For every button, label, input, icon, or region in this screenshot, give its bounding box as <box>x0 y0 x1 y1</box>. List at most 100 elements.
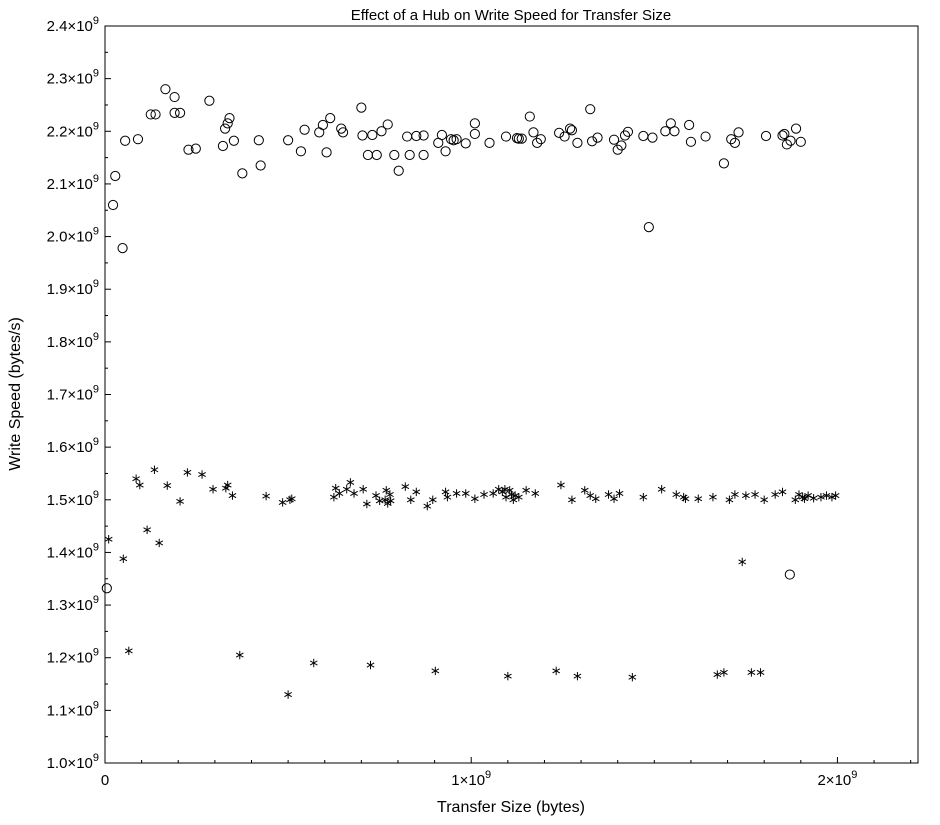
y-tick-label: 1.2×109 <box>47 647 99 667</box>
circle-point <box>554 127 565 138</box>
x-tick-label: 2×109 <box>817 769 857 789</box>
asterisk-point <box>657 485 666 494</box>
x-tick-label: 1×109 <box>451 769 491 789</box>
asterisk-point <box>514 492 523 502</box>
circle-point <box>418 149 429 161</box>
asterisk-point <box>135 480 144 490</box>
asterisk-point <box>143 525 152 534</box>
asterisk-point <box>423 501 432 511</box>
circle-point <box>524 111 535 122</box>
asterisk-point <box>489 489 498 498</box>
circle-point <box>145 109 156 120</box>
asterisk-point <box>228 491 237 500</box>
circle-point <box>660 126 671 137</box>
circle-point <box>411 130 422 142</box>
circle-point <box>669 126 680 137</box>
y-tick-label: 1.3×109 <box>47 594 99 614</box>
circle-point <box>404 149 415 161</box>
asterisk-point <box>372 491 380 500</box>
circle-point <box>592 132 603 143</box>
asterisk-point <box>235 650 244 660</box>
circle-point <box>513 133 524 144</box>
asterisk-point <box>502 492 510 502</box>
y-tick-label: 1.9×109 <box>47 278 99 298</box>
asterisk-point <box>331 484 340 493</box>
circle-point <box>418 130 429 141</box>
x-axis-title: Transfer Size (bytes) <box>437 799 585 816</box>
circle-point <box>362 149 374 161</box>
circle-point <box>237 168 248 179</box>
asterisk-point <box>480 490 488 499</box>
asterisk-point <box>461 489 470 498</box>
circle-point <box>169 91 180 103</box>
circle-point <box>484 137 495 148</box>
circle-point <box>169 107 180 118</box>
x-tick-label: 0 <box>101 772 109 789</box>
circle-point <box>325 113 336 124</box>
asterisk-point <box>287 494 296 503</box>
circle-point <box>795 136 806 147</box>
circle-point <box>107 199 119 211</box>
y-tick-label: 1.7×109 <box>47 384 99 404</box>
circle-point <box>382 119 393 130</box>
asterisk-point <box>441 487 450 497</box>
circle-point <box>586 136 598 147</box>
asterisk-point <box>278 498 287 507</box>
circle-point <box>760 130 772 142</box>
y-tick-label: 1.6×109 <box>47 436 99 456</box>
circle-point <box>779 128 790 140</box>
data-points <box>101 84 840 699</box>
circle-point <box>647 132 658 143</box>
circle-point <box>299 124 310 135</box>
circle-point <box>132 134 144 145</box>
circle-point <box>321 147 332 158</box>
circle-point <box>616 140 627 151</box>
asterisk-point <box>709 492 717 502</box>
circle-point <box>781 139 792 150</box>
circle-point <box>566 125 578 136</box>
asterisk-point <box>760 495 769 504</box>
asterisk-point <box>386 496 395 506</box>
chart-title: Effect of a Hub on Write Speed for Trans… <box>351 7 671 24</box>
asterisk-point <box>155 538 164 548</box>
asterisk-point <box>694 494 703 503</box>
y-axis: 1.0×109 1.1×109 1.2×109 1.3×109 1.4×109 1.5×1… <box>47 15 111 772</box>
circle-point <box>174 107 186 118</box>
circle-point <box>622 126 634 137</box>
asterisk-point <box>359 485 368 494</box>
y-tick-label: 2.1×109 <box>47 173 99 193</box>
circle-point <box>217 140 229 152</box>
circle-point <box>608 134 620 145</box>
circle-point <box>436 129 448 141</box>
circle-point <box>559 131 570 142</box>
asterisk-point <box>747 668 756 677</box>
asterisk-point <box>350 489 358 498</box>
circle-point <box>160 84 171 95</box>
asterisk-point <box>604 490 613 499</box>
asterisk-point <box>672 490 681 499</box>
asterisk-point <box>386 490 394 499</box>
asterisk-point <box>610 494 618 503</box>
asterisk-point <box>568 495 576 504</box>
y-tick-label: 2.0×109 <box>47 226 99 246</box>
asterisk-point <box>573 671 582 681</box>
circle-point <box>460 138 471 149</box>
asterisk-point <box>366 660 375 670</box>
asterisk-point <box>738 557 747 567</box>
circle-point <box>532 137 543 148</box>
asterisk-point <box>831 491 840 500</box>
asterisk-point <box>615 489 624 498</box>
asterisk-point <box>342 485 351 494</box>
circle-point <box>790 123 802 134</box>
asterisk-point <box>751 490 759 499</box>
circle-point <box>376 126 387 137</box>
circle-point <box>393 165 404 176</box>
asterisk-point <box>503 671 512 681</box>
y-tick-label: 1.1×109 <box>47 699 99 719</box>
circle-point <box>402 131 413 142</box>
asterisk-point <box>470 494 479 503</box>
circle-point <box>101 583 112 594</box>
asterisk-point <box>104 535 113 544</box>
asterisk-point <box>591 494 600 503</box>
y-tick-label: 1.4×109 <box>47 541 99 561</box>
